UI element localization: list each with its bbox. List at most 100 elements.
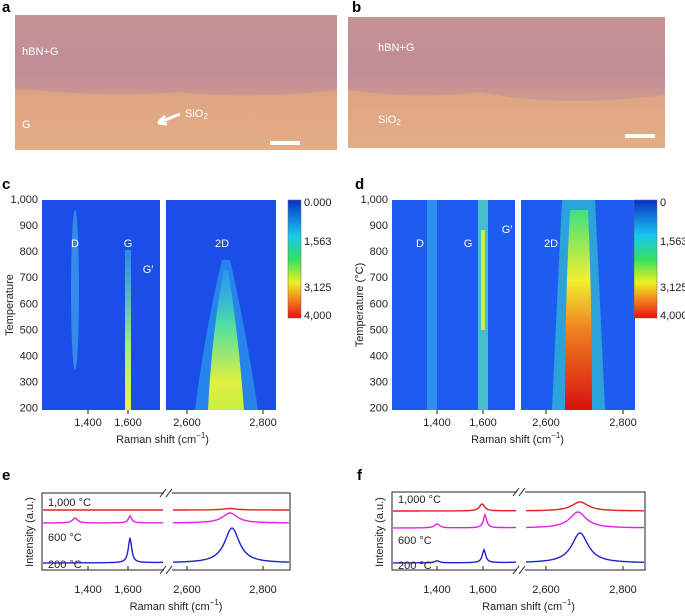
- colorbar: [633, 199, 658, 319]
- trace-label: 600 °C: [48, 532, 82, 544]
- y-tick-label: 200: [370, 403, 388, 415]
- arrow: [156, 112, 181, 126]
- peak-band: [208, 270, 244, 410]
- y-tick-label: 600: [370, 298, 388, 310]
- x-tick-label: 2,800: [249, 417, 277, 429]
- y-tick-label: 1,000: [10, 194, 38, 206]
- trace-label: 200 °C: [48, 559, 82, 571]
- colorbar-tick-label: 0.000: [304, 197, 332, 209]
- panel-label: d: [355, 176, 364, 193]
- spectrum: [43, 512, 289, 524]
- panel-label: c: [2, 176, 10, 193]
- x-tick-label: 1,400: [74, 584, 102, 596]
- y-tick-label: 1,000: [360, 194, 388, 206]
- text: Raman shift (cm: [471, 434, 551, 446]
- x-tick-label: 1,400: [74, 417, 102, 429]
- heatmap: [392, 200, 515, 410]
- spectrum: [393, 532, 644, 564]
- axis-break: [512, 487, 526, 575]
- spectrum: [43, 527, 289, 564]
- y-tick-label: 900: [370, 220, 388, 232]
- x-tick-label: 1,600: [469, 584, 497, 596]
- x-tick-label: 1,400: [423, 584, 451, 596]
- text: 2: [396, 118, 401, 127]
- colorbar-tick-label: 4,000: [660, 310, 685, 322]
- axis-break: [159, 488, 173, 575]
- x-tick-label: 1,600: [469, 417, 497, 429]
- y-tick-label: 300: [370, 377, 388, 389]
- text: Raman shift (cm: [116, 434, 196, 446]
- trace-label: 600 °C: [398, 535, 432, 547]
- y-tick-label: 400: [20, 351, 38, 363]
- panel-label: e: [2, 467, 10, 484]
- x-axis-label: Raman shift (cm−1): [130, 598, 223, 613]
- peak-band: [565, 210, 592, 410]
- x-tick-label: 2,800: [609, 417, 637, 429]
- text: ): [219, 601, 223, 613]
- spectrum: [393, 501, 644, 512]
- colorbar-tick-label: 4,000: [304, 310, 332, 322]
- peak-label: G: [464, 238, 473, 250]
- axis-break: [164, 488, 172, 576]
- x-tick-label: 1,400: [423, 417, 451, 429]
- text: −1: [551, 431, 561, 440]
- x-tick-label: 2,600: [173, 584, 201, 596]
- hbn-region: [15, 15, 337, 96]
- y-tick-label: 500: [20, 324, 38, 336]
- micrograph: [348, 17, 665, 148]
- y-axis-label: Temperature (°C): [354, 263, 366, 347]
- colorbar-tick-label: 1,563: [304, 236, 332, 248]
- x-axis-label: Raman shift (cm−1): [116, 431, 209, 446]
- region-label: hBN+G: [22, 46, 58, 58]
- region-label: G: [22, 119, 31, 131]
- axis-break: [517, 487, 525, 576]
- y-tick-label: 300: [20, 377, 38, 389]
- hbn-region: [348, 17, 665, 101]
- colorbar-tick-label: 1,563: [660, 236, 685, 248]
- colorbar-tick-label: 3,125: [660, 282, 685, 294]
- panel-label: a: [2, 0, 11, 16]
- region-label: SiO2: [378, 114, 401, 127]
- x-tick-label: 1,600: [114, 584, 142, 596]
- y-tick-label: 800: [370, 246, 388, 258]
- colorbar-tick-label: 3,125: [304, 282, 332, 294]
- trace-label: 1,000 °C: [398, 494, 441, 506]
- x-axis-label: Raman shift (cm−1): [471, 431, 564, 446]
- y-tick-label: 500: [370, 324, 388, 336]
- scale-bar: [270, 141, 300, 145]
- text: SiO: [185, 108, 204, 120]
- y-tick-label: 200: [20, 403, 38, 415]
- peak-label: D: [416, 238, 424, 250]
- text: Raman shift (cm: [130, 601, 210, 613]
- scale-bar: [625, 134, 655, 138]
- x-tick-label: 2,800: [249, 584, 277, 596]
- x-tick-label: 2,600: [532, 584, 560, 596]
- y-tick-label: 700: [370, 272, 388, 284]
- y-tick-label: 600: [20, 298, 38, 310]
- panel-label: f: [357, 467, 363, 484]
- peak-label: G: [124, 238, 133, 250]
- peak-label: D: [71, 238, 79, 250]
- micrograph: [15, 15, 337, 150]
- y-axis-label: Intensity (a.u.): [374, 497, 386, 567]
- text: ): [571, 601, 575, 613]
- spectrum: [393, 511, 644, 529]
- y-tick-label: 400: [370, 351, 388, 363]
- text: Raman shift (cm: [482, 601, 562, 613]
- trace-label: 1,000 °C: [48, 497, 91, 509]
- arrow-label: SiO2: [185, 108, 208, 121]
- peak-label: G′: [143, 264, 154, 276]
- peak-band: [125, 250, 131, 410]
- trace-label: 200 °C: [398, 560, 432, 572]
- y-tick-label: 800: [20, 246, 38, 258]
- y-tick-label: 900: [20, 220, 38, 232]
- y-axis-label: Temperature: [4, 274, 16, 336]
- colorbar: [287, 199, 302, 319]
- x-tick-label: 2,600: [173, 417, 201, 429]
- text: −1: [210, 598, 220, 607]
- text: −1: [196, 431, 206, 440]
- peak-label: G′: [502, 224, 513, 236]
- peak-label: 2D: [544, 238, 558, 250]
- x-tick-label: 1,600: [114, 417, 142, 429]
